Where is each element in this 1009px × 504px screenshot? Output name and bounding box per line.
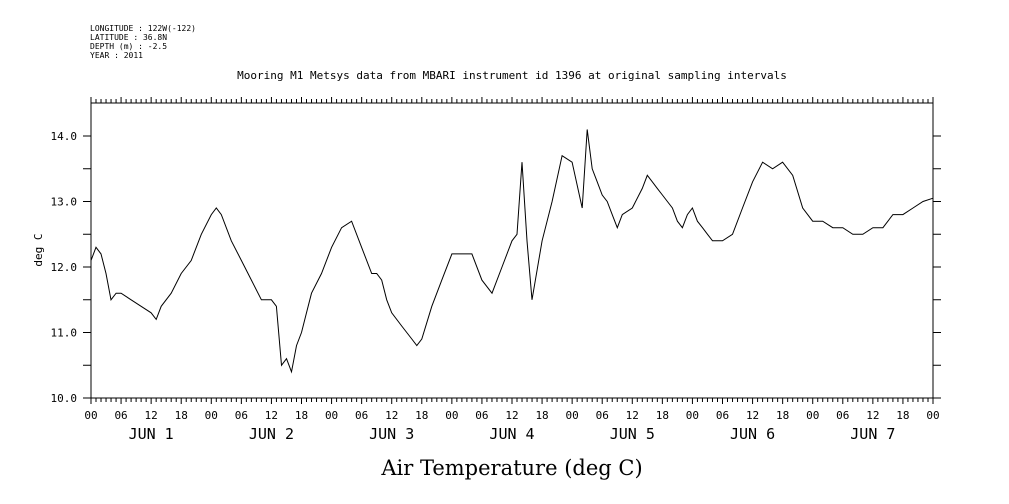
y-tick-label: 10.0 xyxy=(51,392,78,405)
day-label: JUN 3 xyxy=(369,425,414,443)
day-label: JUN 1 xyxy=(129,425,174,443)
x-tick-label: 06 xyxy=(114,409,127,422)
x-tick-label: 12 xyxy=(145,409,158,422)
day-label: JUN 2 xyxy=(249,425,294,443)
day-label: JUN 5 xyxy=(610,425,655,443)
x-tick-label: 06 xyxy=(475,409,488,422)
x-tick-label: 12 xyxy=(866,409,879,422)
day-label: JUN 6 xyxy=(730,425,775,443)
y-tick-label: 11.0 xyxy=(51,327,78,340)
x-tick-labels: 00 06 12 18 00 06 12 18 00 06 12 18 00 06 12 18 00 06 12 18… xyxy=(84,409,939,422)
x-axis-label: Air Temperature (deg C) xyxy=(380,456,642,480)
y-tick-label: 12.0 xyxy=(51,261,78,274)
x-tick-label: 12 xyxy=(265,409,278,422)
x-tick-label: 12 xyxy=(385,409,398,422)
x-tick-label: 00 xyxy=(84,409,97,422)
x-tick-label: 06 xyxy=(596,409,609,422)
day-label: JUN 4 xyxy=(489,425,534,443)
x-tick-label: 12 xyxy=(626,409,639,422)
year-text: YEAR : 2011 xyxy=(90,51,143,60)
x-tick-label: 00 xyxy=(325,409,338,422)
x-tick-label: 00 xyxy=(445,409,458,422)
plot-frame xyxy=(90,102,934,399)
depth-text: DEPTH (m) : -2.5 xyxy=(90,42,167,51)
day-labels: JUN 1 JUN 2 JUN 3 JUN 4 JUN 5 JUN 6 JUN 7 xyxy=(129,425,896,443)
x-tick-label: 18 xyxy=(295,409,308,422)
x-tick-label: 18 xyxy=(896,409,909,422)
longitude-text: LONGITUDE : 122W(-122) xyxy=(90,24,196,33)
x-tick-label: 00 xyxy=(205,409,218,422)
latitude-text: LATITUDE : 36.8N xyxy=(90,33,167,42)
axis-ticks xyxy=(83,97,941,404)
y-axis-label: deg C xyxy=(32,233,45,266)
x-tick-label: 06 xyxy=(235,409,248,422)
x-tick-label: 00 xyxy=(926,409,939,422)
y-tick-label: 14.0 xyxy=(51,130,78,143)
x-tick-label: 18 xyxy=(776,409,789,422)
x-tick-label: 18 xyxy=(535,409,548,422)
x-tick-label: 00 xyxy=(566,409,579,422)
y-tick-labels: 10.0 11.0 12.0 13.0 14.0 xyxy=(51,130,78,405)
x-tick-label: 00 xyxy=(686,409,699,422)
x-tick-label: 06 xyxy=(716,409,729,422)
x-tick-label: 00 xyxy=(806,409,819,422)
y-tick-label: 13.0 xyxy=(51,196,78,209)
x-tick-label: 18 xyxy=(656,409,669,422)
x-tick-label: 12 xyxy=(746,409,759,422)
x-tick-label: 18 xyxy=(415,409,428,422)
series-line xyxy=(90,129,934,374)
chart-title: Mooring M1 Metsys data from MBARI instru… xyxy=(237,69,787,82)
x-tick-label: 18 xyxy=(175,409,188,422)
x-tick-label: 12 xyxy=(505,409,518,422)
x-tick-label: 06 xyxy=(355,409,368,422)
day-label: JUN 7 xyxy=(850,425,895,443)
x-tick-label: 06 xyxy=(836,409,849,422)
metadata-block: LONGITUDE : 122W(-122) LATITUDE : 36.8N … xyxy=(90,24,196,60)
